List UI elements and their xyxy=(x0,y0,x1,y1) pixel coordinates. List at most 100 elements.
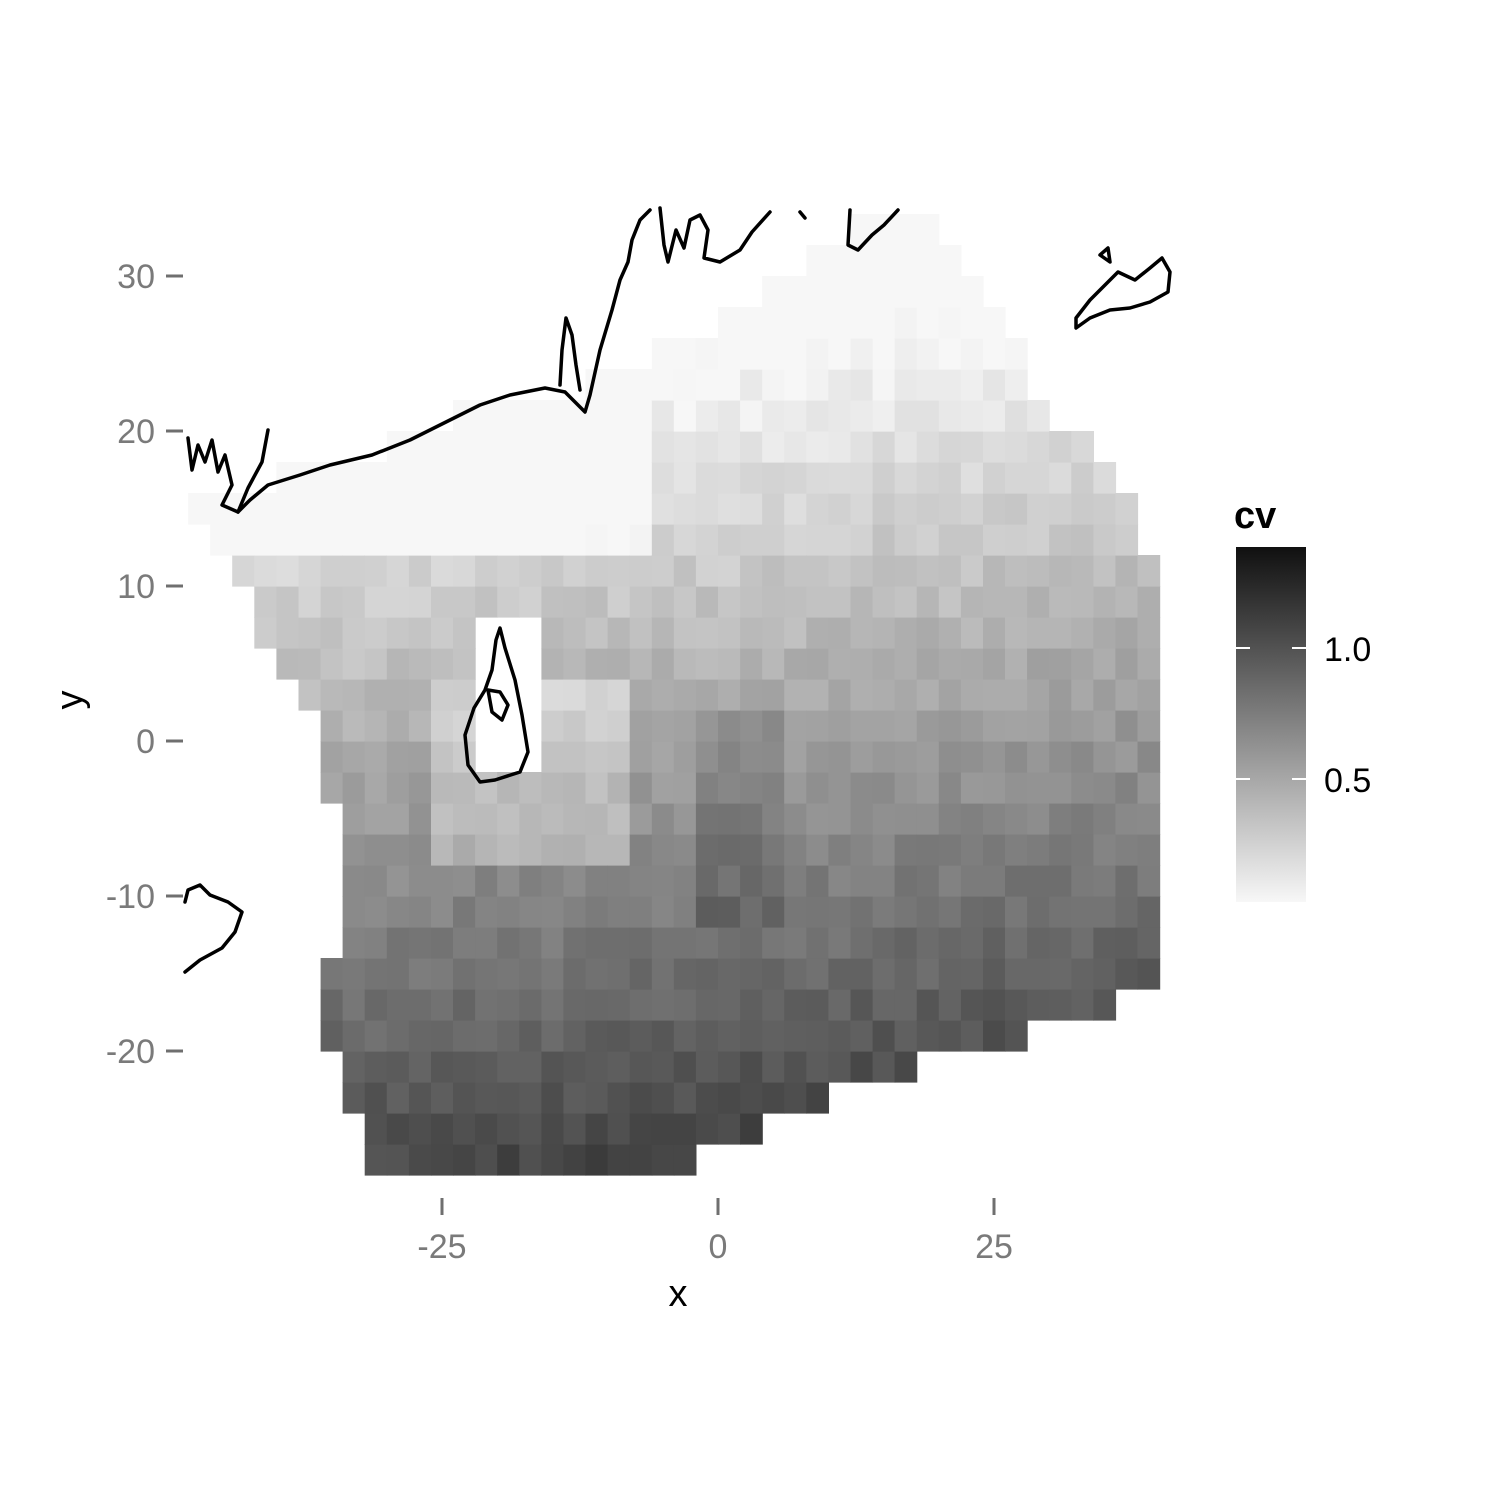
cv-cell xyxy=(541,772,565,804)
cv-cell xyxy=(718,524,741,556)
cv-cell xyxy=(806,555,829,587)
cv-cell xyxy=(850,586,874,618)
cv-cell xyxy=(740,307,763,339)
cv-cell xyxy=(497,865,520,897)
cv-cell xyxy=(386,741,410,773)
cv-cell xyxy=(1137,586,1161,618)
cv-cell xyxy=(983,772,1006,804)
cv-cell xyxy=(960,493,984,525)
cv-cell xyxy=(762,896,785,928)
cv-cell xyxy=(254,617,277,649)
cv-cell xyxy=(718,865,741,897)
cv-cell xyxy=(916,462,940,494)
cv-cell xyxy=(563,989,587,1021)
cv-cell xyxy=(1005,462,1028,494)
cv-cell xyxy=(1027,524,1050,556)
cv-cell xyxy=(718,803,741,835)
cv-cell xyxy=(563,648,587,680)
cv-cell xyxy=(320,772,344,804)
cv-cell xyxy=(475,865,498,897)
cv-cell xyxy=(563,958,587,990)
cv-cell xyxy=(1027,555,1050,587)
cv-cell xyxy=(938,586,962,618)
cv-cell xyxy=(519,865,542,897)
cv-cell xyxy=(1115,648,1139,680)
cv-cell xyxy=(475,431,498,463)
cv-cell xyxy=(1093,648,1117,680)
cv-cell xyxy=(762,276,785,308)
cv-cell xyxy=(408,834,432,866)
cv-cell xyxy=(563,1113,587,1145)
cv-cell xyxy=(629,896,653,928)
cv-cell xyxy=(431,772,454,804)
cv-cell xyxy=(519,989,542,1021)
cv-cell xyxy=(916,400,940,432)
cv-cell xyxy=(1027,400,1050,432)
cv-cell xyxy=(364,1020,388,1052)
cv-cell xyxy=(740,1020,763,1052)
cv-cell xyxy=(983,493,1006,525)
cv-cell xyxy=(828,834,852,866)
cv-cell xyxy=(1005,493,1028,525)
cv-cell xyxy=(585,772,609,804)
cv-cell xyxy=(762,493,785,525)
cv-cell xyxy=(894,741,918,773)
cv-cell xyxy=(497,462,520,494)
cv-cell xyxy=(651,555,675,587)
cv-cell xyxy=(872,772,896,804)
cv-cell xyxy=(607,958,631,990)
cv-cell xyxy=(453,400,476,432)
cv-cell xyxy=(740,369,763,401)
cv-cell xyxy=(872,214,896,246)
cv-cell xyxy=(1071,555,1094,587)
cv-cell xyxy=(718,493,741,525)
cv-cell xyxy=(1005,958,1028,990)
cv-cell xyxy=(784,958,807,990)
cv-cell xyxy=(408,555,432,587)
cv-cell xyxy=(1071,927,1094,959)
cv-cell xyxy=(938,989,962,1021)
cv-cell xyxy=(519,431,542,463)
cv-cell xyxy=(916,245,940,277)
cv-cell xyxy=(364,1051,388,1083)
legend-colorbar xyxy=(1236,547,1306,902)
coastline-west-inlets xyxy=(186,428,270,514)
cv-cell xyxy=(762,1051,785,1083)
cv-cell xyxy=(475,834,498,866)
cv-cell xyxy=(762,338,785,370)
cv-cell xyxy=(1093,524,1117,556)
cv-cell xyxy=(695,772,719,804)
cv-cell xyxy=(894,989,918,1021)
cv-cell xyxy=(1005,679,1028,711)
y-tick-label: 0 xyxy=(136,723,155,761)
cv-cell xyxy=(828,1051,852,1083)
cv-cell xyxy=(475,1082,498,1114)
cv-cell xyxy=(718,586,741,618)
cv-cell xyxy=(497,958,520,990)
cv-cell xyxy=(938,524,962,556)
cv-cell xyxy=(784,276,807,308)
cv-cell xyxy=(651,338,675,370)
cv-cell xyxy=(607,431,631,463)
cv-cell xyxy=(806,431,829,463)
cv-cell xyxy=(651,400,675,432)
cv-cell xyxy=(386,865,410,897)
cv-cell xyxy=(342,834,366,866)
cv-cell xyxy=(254,524,277,556)
cv-cell xyxy=(1137,741,1161,773)
cv-cell xyxy=(673,400,697,432)
cv-cell xyxy=(519,400,542,432)
cv-cell xyxy=(1137,927,1161,959)
cv-cell xyxy=(1115,865,1139,897)
cv-cell xyxy=(673,431,697,463)
cv-cell xyxy=(386,431,410,463)
cv-cell xyxy=(541,1082,565,1114)
cv-cell xyxy=(1093,803,1117,835)
cv-cell xyxy=(607,989,631,1021)
cv-cell xyxy=(983,803,1006,835)
cv-cell xyxy=(629,679,653,711)
cv-cell xyxy=(298,493,322,525)
cv-cell xyxy=(607,462,631,494)
cv-cell xyxy=(607,1082,631,1114)
cv-cell xyxy=(210,524,233,556)
